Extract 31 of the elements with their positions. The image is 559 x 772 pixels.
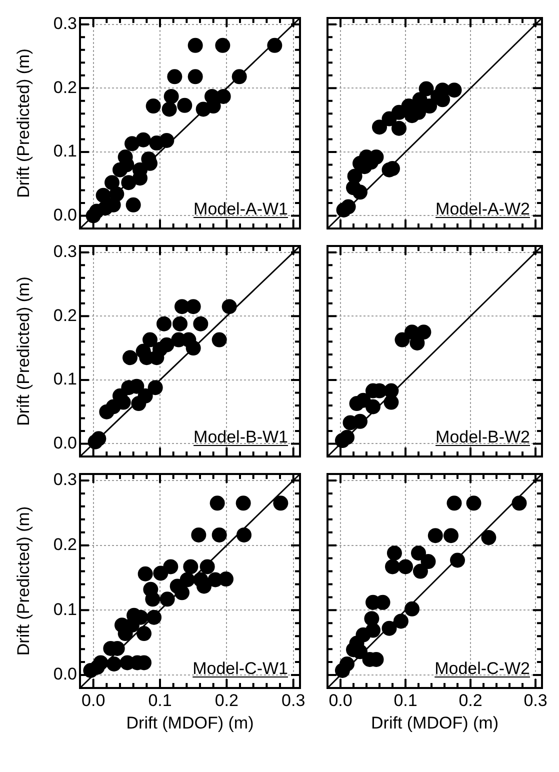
y-axis-title: Drift (Predicted) (m) bbox=[14, 276, 33, 426]
annotation: Model-A-W1 bbox=[194, 200, 288, 218]
x-axis-title: Drift (MDOF) (m) bbox=[126, 713, 254, 732]
y-tick-label: 0.3 bbox=[53, 242, 77, 262]
x-tick-label: 0.1 bbox=[148, 690, 172, 710]
annotation: Model-C-W2 bbox=[434, 659, 530, 678]
x-tick-label: 0.3 bbox=[524, 690, 548, 710]
x-axis-title: Drift (MDOF) (m) bbox=[371, 713, 498, 732]
y-tick-label: 0.1 bbox=[53, 370, 77, 389]
annotation: Model-B-W1 bbox=[194, 428, 288, 446]
y-tick-label: 0.0 bbox=[53, 433, 77, 452]
y-tick-label: 0.1 bbox=[53, 600, 77, 619]
y-tick-label: 0.0 bbox=[53, 205, 77, 224]
x-tick-label: 0.3 bbox=[282, 690, 306, 710]
x-tick-label: 0.1 bbox=[394, 690, 418, 710]
y-tick-label: 0.3 bbox=[53, 470, 77, 490]
y-tick-label: 0.2 bbox=[53, 535, 77, 554]
y-axis-title: Drift (Predicted) (m) bbox=[14, 48, 33, 198]
y-tick-label: 0.3 bbox=[53, 14, 77, 34]
y-tick-label: 0.2 bbox=[53, 306, 77, 325]
x-tick-label: 0.0 bbox=[328, 690, 352, 710]
y-axis-title: Drift (Predicted) (m) bbox=[14, 506, 33, 656]
x-tick-label: 0.2 bbox=[458, 690, 482, 710]
x-tick-label: 0.2 bbox=[214, 690, 238, 710]
y-tick-label: 0.1 bbox=[53, 142, 77, 161]
y-tick-label: 0.2 bbox=[53, 78, 77, 97]
annotation: Model-C-W1 bbox=[192, 659, 288, 678]
annotation: Model-A-W2 bbox=[436, 200, 530, 218]
annotation: Model-B-W2 bbox=[436, 428, 530, 446]
y-tick-label: 0.0 bbox=[53, 664, 77, 684]
x-tick-label: 0.0 bbox=[82, 690, 106, 710]
